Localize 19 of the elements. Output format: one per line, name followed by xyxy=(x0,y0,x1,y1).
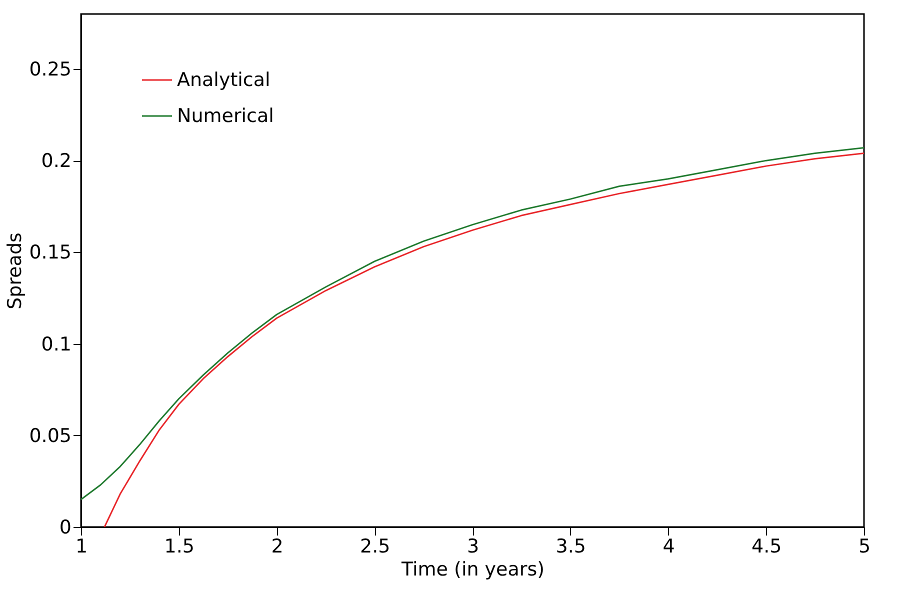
x-tick-label: 2.5 xyxy=(360,536,390,558)
x-tick-label: 4.5 xyxy=(752,536,782,558)
legend-label: Analytical xyxy=(177,69,270,91)
x-tick-label: 1 xyxy=(75,536,88,558)
y-tick-label: 0 xyxy=(59,516,72,538)
y-tick-label: 0.2 xyxy=(41,150,72,172)
x-tick-label: 3.5 xyxy=(556,536,586,558)
y-tick-label: 0.25 xyxy=(29,58,72,80)
y-axis-title: Spreads xyxy=(4,232,26,310)
x-tick-label: 5 xyxy=(858,536,871,558)
y-tick-label: 0.05 xyxy=(29,424,72,447)
x-tick-label: 4 xyxy=(662,536,675,558)
x-tick-label: 2 xyxy=(271,536,284,558)
x-axis-title: Time (in years) xyxy=(400,558,545,580)
y-tick-label: 0.15 xyxy=(29,242,72,264)
y-tick-label: 0.1 xyxy=(41,333,72,356)
x-tick-label: 1.5 xyxy=(164,536,194,558)
x-tick-label: 3 xyxy=(466,536,480,558)
legend-label: Numerical xyxy=(177,105,274,127)
